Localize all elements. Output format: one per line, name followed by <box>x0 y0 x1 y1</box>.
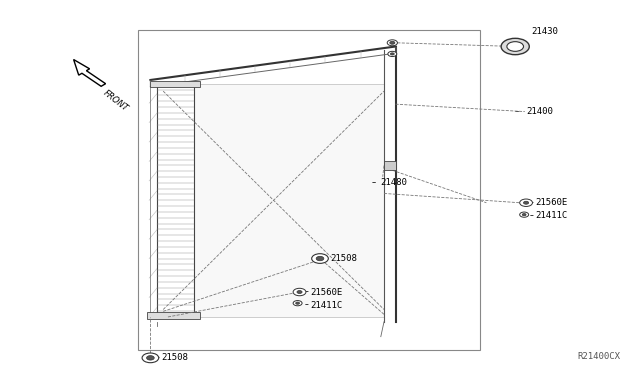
Circle shape <box>293 301 302 306</box>
Bar <box>147 312 200 319</box>
Text: –: – <box>372 178 376 187</box>
Text: –: – <box>305 301 308 310</box>
Circle shape <box>390 41 395 44</box>
Text: 21560E: 21560E <box>310 288 342 296</box>
Circle shape <box>388 51 397 57</box>
Circle shape <box>387 40 397 46</box>
Circle shape <box>316 256 324 261</box>
Text: R21400CX: R21400CX <box>578 352 621 361</box>
Circle shape <box>296 302 300 304</box>
Circle shape <box>142 353 159 363</box>
Circle shape <box>524 201 529 204</box>
Circle shape <box>312 254 328 263</box>
Circle shape <box>507 42 524 51</box>
Bar <box>138 30 480 350</box>
Bar <box>384 161 396 170</box>
Text: 21430: 21430 <box>531 27 558 36</box>
Bar <box>194 84 384 317</box>
Circle shape <box>297 291 302 294</box>
Circle shape <box>293 288 306 296</box>
Bar <box>150 81 200 87</box>
Polygon shape <box>74 60 106 86</box>
Circle shape <box>520 212 529 217</box>
Circle shape <box>522 214 526 216</box>
Circle shape <box>390 53 394 55</box>
Text: 21400: 21400 <box>527 107 554 116</box>
Text: –: – <box>529 198 533 207</box>
Text: 21508: 21508 <box>330 254 357 263</box>
Circle shape <box>520 199 532 206</box>
Text: –: – <box>529 211 533 220</box>
Text: 21411C: 21411C <box>310 301 342 310</box>
Text: 21560E: 21560E <box>535 198 567 207</box>
Text: –: – <box>305 288 308 296</box>
Circle shape <box>147 356 154 360</box>
Text: 21480: 21480 <box>380 178 407 187</box>
Text: FRONT: FRONT <box>101 89 129 113</box>
Text: 21508: 21508 <box>161 353 188 362</box>
Circle shape <box>501 38 529 55</box>
Text: –: – <box>156 353 159 362</box>
Text: 21411C: 21411C <box>535 211 567 220</box>
Text: –: – <box>324 254 328 263</box>
Text: –: – <box>514 107 518 116</box>
